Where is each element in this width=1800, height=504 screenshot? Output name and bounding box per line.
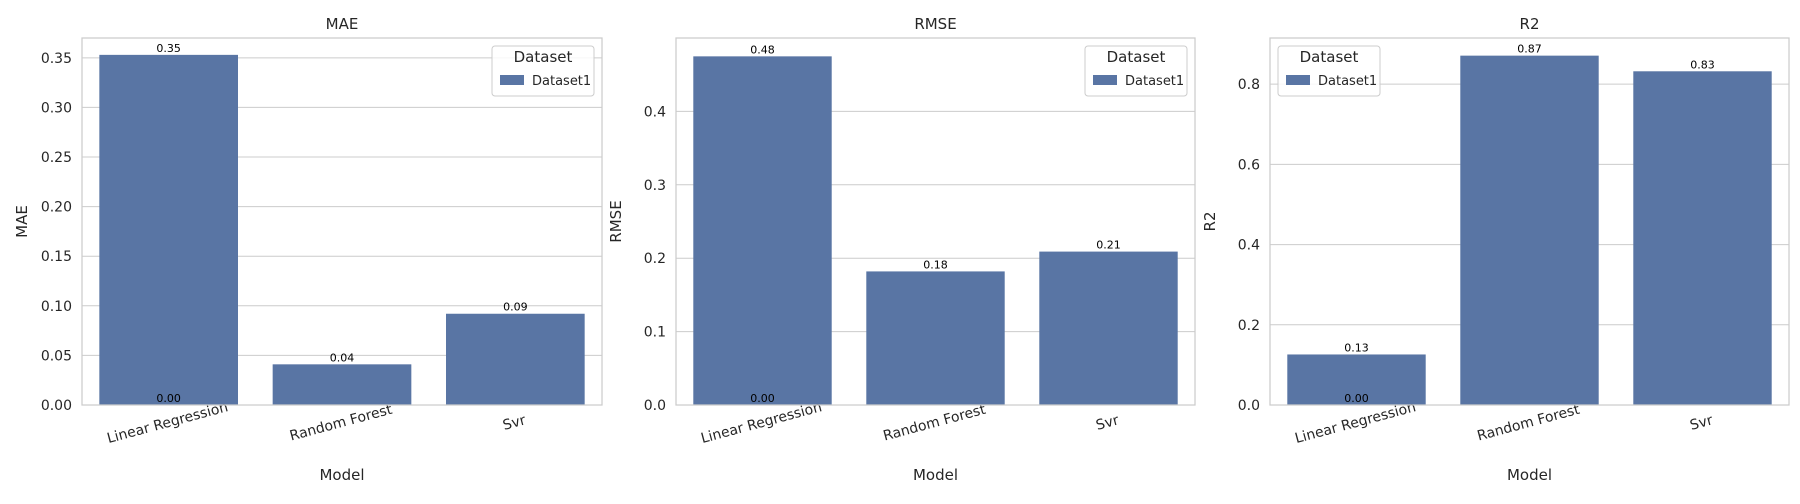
y-tick-label: 0.10 — [41, 299, 72, 315]
x-tick-label: Linear Regression — [1293, 399, 1417, 447]
bar-value-label: 0.83 — [1690, 58, 1715, 71]
y-tick-label: 0.8 — [1238, 77, 1260, 93]
legend-title: Dataset — [1107, 48, 1166, 66]
y-tick-label: 0.0 — [644, 398, 666, 414]
y-tick-label: 0.0 — [1238, 398, 1260, 414]
y-tick-label: 0.05 — [41, 348, 72, 364]
chart-title: MAE — [326, 15, 359, 33]
bar-value-label: 0.21 — [1096, 239, 1121, 252]
legend-title: Dataset — [1300, 48, 1359, 66]
legend-swatch — [1286, 75, 1310, 85]
x-tick-label: Linear Regression — [699, 399, 823, 447]
y-tick-label: 0.25 — [41, 150, 72, 166]
bar — [693, 56, 832, 405]
bar — [99, 54, 238, 406]
legend-entry: Dataset1 — [1125, 74, 1184, 89]
y-axis-label: MAE — [13, 205, 31, 238]
chart-panel-r2: 0.0 0.2 0.4 0.6 0.8 0.13 Linear Regression 0.87… — [1201, 15, 1790, 484]
legend: Dataset Dataset1 — [1084, 45, 1188, 97]
bar — [1287, 354, 1426, 405]
bar-value-label: 0.48 — [750, 43, 775, 56]
x-tick-label: Svr — [1688, 412, 1715, 433]
x-tick-label: Random Forest — [288, 402, 394, 445]
chart-title: R2 — [1520, 15, 1540, 33]
legend-swatch — [1093, 75, 1117, 85]
bar-value-label: 0.87 — [1517, 43, 1542, 56]
legend: Dataset Dataset1 — [491, 45, 595, 97]
y-tick-label: 0.3 — [644, 178, 666, 194]
bar-value-label: 0.04 — [330, 351, 355, 364]
axes-frame — [1269, 37, 1790, 406]
bar — [1039, 251, 1178, 405]
y-axis-label: R2 — [1201, 212, 1219, 232]
y-tick-label: 0.6 — [1238, 157, 1260, 173]
bar-value-label: 0.18 — [923, 258, 948, 271]
x-tick-label: Random Forest — [1475, 402, 1581, 445]
zero-value-label: 0.00 — [750, 392, 775, 405]
x-tick-label: Svr — [501, 412, 528, 433]
y-tick-label: 0.1 — [644, 325, 666, 341]
zero-value-label: 0.00 — [1344, 392, 1369, 405]
legend-title: Dataset — [514, 48, 573, 66]
chart-panel-rmse: 0.0 0.1 0.2 0.3 0.4 0.48 Linear Regression 0.18… — [607, 15, 1196, 484]
x-axis-label: Model — [319, 466, 364, 484]
bar — [866, 271, 1005, 405]
legend-entry: Dataset1 — [532, 74, 591, 89]
zero-value-label: 0.00 — [156, 392, 181, 405]
legend-swatch — [500, 75, 524, 85]
y-tick-label: 0.20 — [41, 200, 72, 216]
y-axis-label: RMSE — [607, 200, 625, 242]
bar — [1633, 71, 1772, 405]
x-tick-label: Linear Regression — [105, 399, 229, 447]
y-tick-label: 0.00 — [41, 398, 72, 414]
legend: Dataset Dataset1 — [1277, 45, 1381, 97]
axes-frame — [675, 37, 1196, 406]
bar — [272, 364, 412, 405]
bar — [446, 313, 585, 405]
chart-panel-mae: 0.00 0.05 0.10 0.15 0.20 0.25 0.30 0.35 0.35 Line… — [13, 15, 603, 484]
x-tick-label: Svr — [1094, 412, 1121, 433]
y-tick-label: 0.2 — [1238, 318, 1260, 334]
y-tick-label: 0.15 — [41, 249, 72, 265]
bar-value-label: 0.13 — [1344, 341, 1369, 354]
y-tick-label: 0.4 — [1238, 238, 1260, 254]
chart-title: RMSE — [914, 15, 956, 33]
y-tick-label: 0.35 — [41, 51, 72, 67]
bar-value-label: 0.35 — [156, 42, 181, 55]
bar — [1460, 55, 1599, 406]
x-axis-label: Model — [913, 466, 958, 484]
y-tick-label: 0.30 — [41, 100, 72, 116]
x-tick-label: Random Forest — [881, 402, 987, 445]
legend-entry: Dataset1 — [1318, 74, 1377, 89]
axes-frame — [81, 37, 603, 406]
y-tick-label: 0.4 — [644, 104, 666, 120]
bar-value-label: 0.09 — [503, 301, 528, 314]
y-tick-label: 0.2 — [644, 251, 666, 267]
x-axis-label: Model — [1507, 466, 1552, 484]
